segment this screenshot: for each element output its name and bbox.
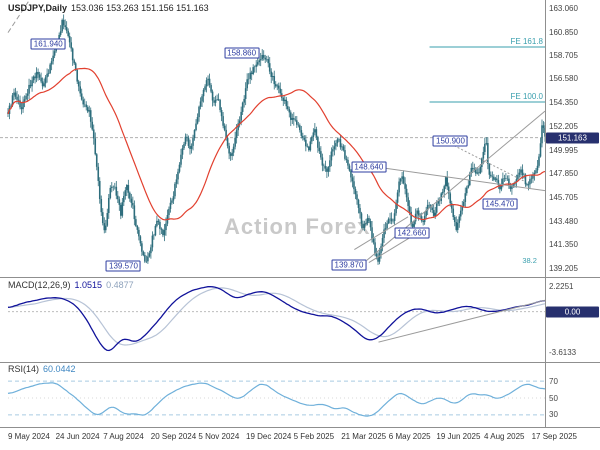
rsi-value: 60.0442 (43, 364, 76, 374)
symbol-timeframe-label: USDJPY,Daily (8, 3, 68, 13)
watermark: Action Forex (224, 214, 371, 239)
macd-legend: MACD(12,26,9) 1.0515 0.4877 (8, 280, 134, 290)
chart-legend: USDJPY,Daily 153.036 153.263 151.156 151.… (8, 3, 209, 13)
ohlc-values: 153.036 153.263 151.156 151.163 (71, 3, 209, 13)
macd-indicator-label: MACD(12,26,9) (8, 280, 71, 290)
rsi-legend: RSI(14) 60.0442 (8, 364, 76, 374)
macd-main-value: 1.0515 (74, 280, 103, 290)
macd-signal-value: 0.4877 (106, 280, 134, 290)
rsi-indicator-label: RSI(14) (8, 364, 40, 374)
